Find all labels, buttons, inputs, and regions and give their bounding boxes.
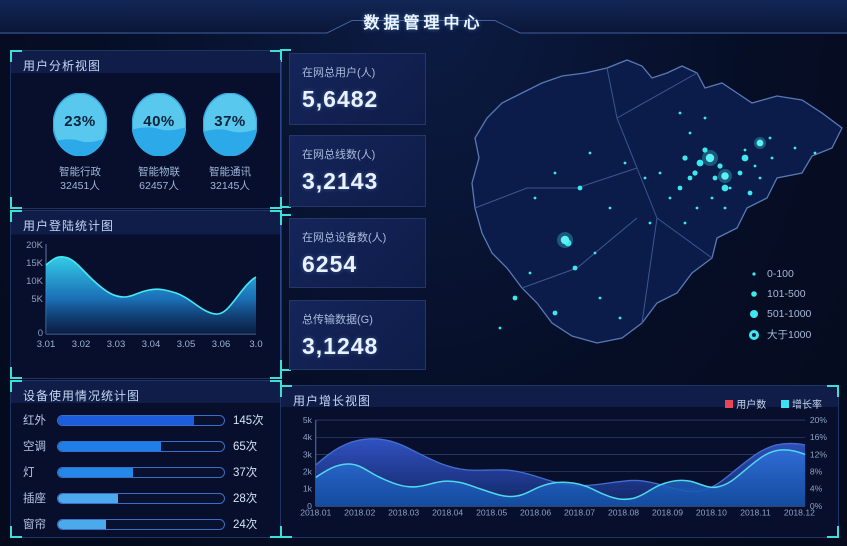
- svg-text:3.02: 3.02: [72, 339, 91, 350]
- svg-text:2018.02: 2018.02: [344, 508, 375, 518]
- svg-text:3.05: 3.05: [177, 339, 196, 350]
- svg-text:4%: 4%: [810, 484, 823, 494]
- svg-text:5k: 5k: [303, 415, 313, 425]
- svg-text:8%: 8%: [810, 467, 823, 477]
- svg-text:2018.09: 2018.09: [652, 508, 683, 518]
- svg-text:20%: 20%: [810, 415, 828, 425]
- svg-text:4k: 4k: [303, 432, 313, 442]
- svg-text:2018.07: 2018.07: [564, 508, 595, 518]
- svg-text:2018.03: 2018.03: [388, 508, 419, 518]
- svg-text:3k: 3k: [303, 449, 313, 459]
- svg-text:12%: 12%: [810, 449, 828, 459]
- svg-text:2018.12: 2018.12: [784, 508, 815, 518]
- svg-text:2018.08: 2018.08: [608, 508, 639, 518]
- svg-text:15K: 15K: [26, 258, 44, 269]
- svg-text:2018.10: 2018.10: [696, 508, 727, 518]
- svg-text:20K: 20K: [26, 240, 44, 251]
- svg-text:3.04: 3.04: [142, 339, 161, 350]
- svg-text:10K: 10K: [26, 276, 44, 287]
- svg-text:3.03: 3.03: [107, 339, 126, 350]
- svg-text:2018.04: 2018.04: [432, 508, 463, 518]
- svg-text:2k: 2k: [303, 467, 313, 477]
- svg-text:1k: 1k: [303, 484, 313, 494]
- svg-text:5K: 5K: [31, 294, 43, 305]
- svg-text:3.06: 3.06: [212, 339, 231, 350]
- svg-text:0: 0: [38, 328, 43, 339]
- svg-text:2018.05: 2018.05: [476, 508, 507, 518]
- svg-text:3.01: 3.01: [37, 339, 56, 350]
- svg-text:3.0: 3.0: [249, 339, 262, 350]
- svg-text:16%: 16%: [810, 432, 828, 442]
- svg-text:2018.06: 2018.06: [520, 508, 551, 518]
- svg-text:2018.11: 2018.11: [740, 508, 771, 518]
- svg-text:2018.01: 2018.01: [300, 508, 331, 518]
